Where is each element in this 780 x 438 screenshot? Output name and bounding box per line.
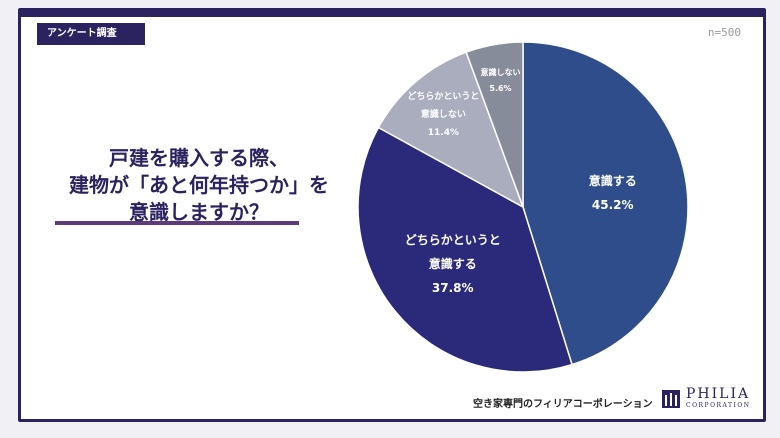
slice-3-label: 意識しない [421,108,466,120]
pie-chart: 意識する45.2%どちらかというと意識する37.8%どちらかというと意識しない1… [357,41,689,373]
slice-1-label: 意識する [589,173,637,188]
building-logo-icon [662,389,680,408]
slice-3-percent-label: 11.4% [428,128,459,138]
question-title: 戸建を購入する際、 建物が「あと何年持つか」を 意識しますか？ [49,145,349,226]
top-accent-bar [21,11,763,17]
question-line-3: 意識しますか？ [129,200,269,224]
slice-4-percent-label: 5.6% [489,84,511,93]
company-logo: PHILIA CORPORATION [661,387,751,410]
pie-slice-3 [377,51,525,209]
logo-subtitle: CORPORATION [686,402,751,409]
company-tagline: 空き家専門のフィリアコーポレーション [473,399,653,410]
logo-name: PHILIA [686,386,751,402]
slice-2-label: どちらかというと [405,233,501,247]
question-underline [55,221,299,225]
slice-1-percent-label: 45.2% [592,198,634,212]
slice-2-percent-label: 37.8% [432,281,474,295]
pie-slice-4 [465,41,524,208]
pie-slice-2 [357,126,573,373]
survey-card: アンケート調査 n=500 戸建を購入する際、 建物が「あと何年持つか」を 意識… [18,8,766,422]
slice-2-label: 意識する [429,256,477,271]
question-line-1: 戸建を購入する際、 [109,146,289,170]
survey-tag: アンケート調査 [37,23,145,45]
slice-3-label: どちらかというと [407,90,479,102]
pie-slice-1 [522,41,689,366]
slice-4-label: 意識しない [480,67,520,77]
sample-size-label: n=500 [707,26,741,39]
question-line-2: 建物が「あと何年持つか」を [69,173,329,197]
